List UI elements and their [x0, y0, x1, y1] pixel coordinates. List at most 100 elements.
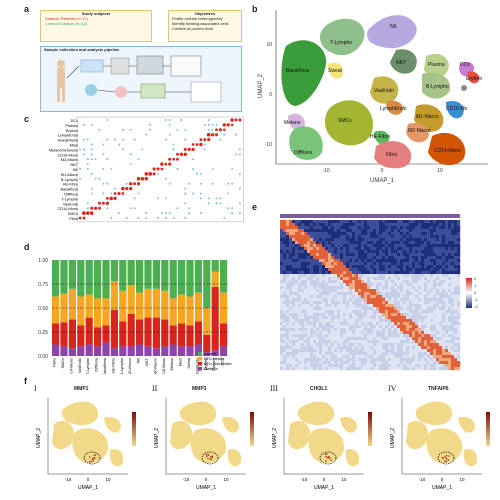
heatmap-cell	[415, 304, 419, 308]
heatmap-cell	[352, 229, 356, 233]
heatmap-cell	[343, 301, 347, 305]
heatmap-cell	[391, 316, 395, 320]
heatmap-cell	[448, 247, 452, 251]
heatmap-cell	[298, 283, 302, 287]
heatmap-cell	[310, 226, 314, 230]
heatmap-cell	[364, 235, 368, 239]
heatmap-cell	[292, 340, 296, 344]
heatmap-cell	[376, 343, 380, 347]
heatmap-cell	[289, 322, 293, 326]
heatmap-cell	[421, 238, 425, 242]
label-cd16-mo: CD16-Mo	[446, 106, 468, 112]
heatmap-cell	[313, 367, 317, 371]
heatmap-cell	[292, 361, 296, 365]
heatmap-cell	[295, 220, 299, 224]
heatmap-cell	[280, 259, 284, 263]
heatmap-cell	[424, 262, 428, 266]
heatmap-cell	[424, 304, 428, 308]
heatmap-cell	[394, 307, 398, 311]
heatmap-cell	[334, 274, 338, 278]
feature-plot-tnfaip6: IV TNFAIP6 -10 0 10 UMAP_1 UMAP_2	[388, 384, 500, 494]
heatmap-cell	[343, 340, 347, 344]
heatmap-cell	[412, 226, 416, 230]
heatmap-cell	[364, 244, 368, 248]
heatmap-cell	[445, 325, 449, 329]
stacked-bar-segment	[94, 346, 102, 356]
heatmap-cell	[391, 271, 395, 275]
heatmap-cell	[304, 301, 308, 305]
f-ylabel: UMAP_2	[36, 428, 42, 448]
heatmap-cell	[424, 340, 428, 344]
heatmap-cell	[457, 361, 461, 365]
heatmap-cell	[406, 331, 410, 335]
heatmap-cell	[295, 283, 299, 287]
heatmap-cell	[385, 295, 389, 299]
heatmap-cell	[430, 313, 434, 317]
heatmap-cell	[457, 331, 461, 335]
heatmap-cell	[346, 367, 350, 371]
expression-dot	[207, 454, 210, 456]
heatmap-cell	[376, 322, 380, 326]
heatmap-cell	[340, 250, 344, 254]
heatmap-cell	[343, 262, 347, 266]
heatmap-cell	[313, 262, 317, 266]
heatmap-cell	[439, 364, 443, 368]
heatmap-cell	[355, 292, 359, 296]
heatmap-cell	[280, 316, 284, 320]
heatmap-cell	[436, 223, 440, 227]
heatmap-cell	[385, 268, 389, 272]
dot-mark	[82, 138, 85, 141]
dot-mark	[82, 123, 85, 126]
heatmap-cell	[409, 334, 413, 338]
heatmap-cell	[343, 247, 347, 251]
heatmap-cell	[367, 355, 371, 359]
heatmap-cell	[310, 268, 314, 272]
hm-legend-tick-2: 1	[474, 283, 477, 288]
heatmap-cell	[313, 313, 317, 317]
heatmap-cell	[418, 235, 422, 239]
heatmap-cell	[421, 256, 425, 260]
heatmap-cell	[313, 259, 317, 263]
heatmap-cell	[445, 364, 449, 368]
dot-row-label: Erythro	[66, 129, 78, 133]
umap-plot: NK T-Lympho NKT Plasma B-Lympho DCs Eryt…	[258, 10, 488, 184]
heatmap-cell	[292, 322, 296, 326]
heatmap-cell	[349, 292, 353, 296]
heatmap-cell	[319, 250, 323, 254]
umap-island	[52, 420, 75, 450]
heatmap-cell	[433, 364, 437, 368]
heatmap-cell	[433, 367, 437, 371]
heatmap-cell	[427, 232, 431, 236]
stacked-bar-segment	[68, 319, 76, 349]
heatmap-cell	[361, 220, 365, 224]
dot-plot-frame	[76, 116, 245, 223]
heatmap-cell	[301, 307, 305, 311]
heatmap-cell	[442, 271, 446, 275]
heatmap-cell	[394, 367, 398, 371]
heatmap-cell	[325, 226, 329, 230]
heatmap-cell	[418, 310, 422, 314]
dot-mark	[79, 177, 81, 180]
heatmap-cell	[349, 244, 353, 248]
heatmap-cell	[451, 244, 455, 248]
expression-dot	[209, 458, 212, 461]
heatmap-cell	[379, 298, 383, 302]
heatmap-cell	[295, 304, 299, 308]
heatmap-cell	[298, 325, 302, 329]
heatmap-cell	[385, 277, 389, 281]
heatmap-cell	[430, 256, 434, 260]
heatmap-cell	[451, 265, 455, 269]
heatmap-cell	[430, 325, 434, 329]
heatmap-cell	[304, 325, 308, 329]
heatmap-cell	[382, 301, 386, 305]
heatmap-cell	[346, 337, 350, 341]
heatmap-cell	[349, 283, 353, 287]
heatmap-cell	[358, 259, 362, 263]
dot-mark	[164, 162, 168, 166]
feature-plot-number: I	[34, 384, 37, 393]
heatmap-cell	[292, 358, 296, 362]
heatmap-cell	[295, 253, 299, 257]
dot-mark	[172, 217, 175, 219]
dot-row-label: Sweat/Seba	[58, 139, 79, 143]
heatmap-cell	[301, 229, 305, 233]
